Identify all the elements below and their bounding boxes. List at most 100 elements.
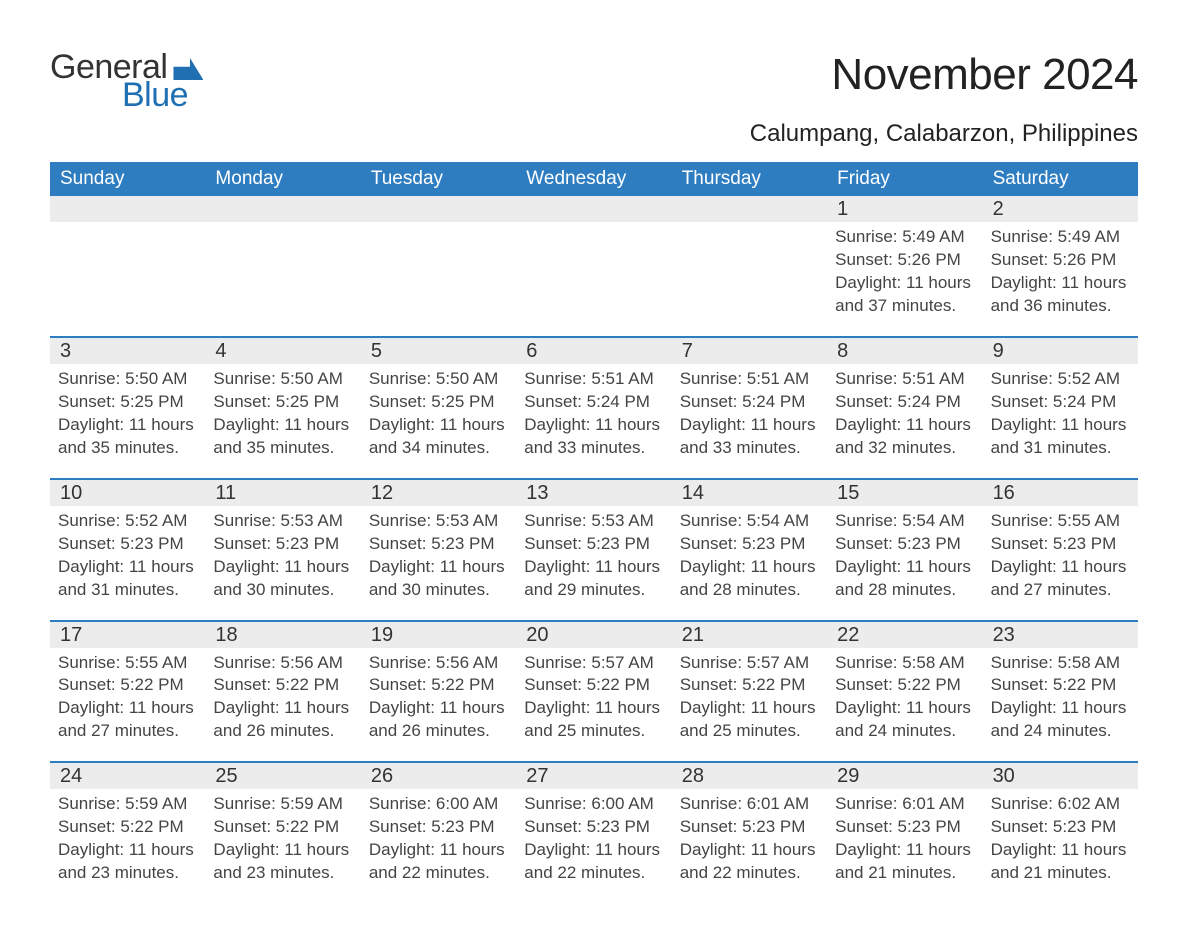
daylight-text: Daylight: 11 hours and 24 minutes. (991, 697, 1130, 743)
day-cell: 17Sunrise: 5:55 AMSunset: 5:22 PMDayligh… (50, 622, 205, 750)
date-number: 2 (983, 196, 1138, 222)
daylight-text: Daylight: 11 hours and 26 minutes. (369, 697, 508, 743)
weekday-header: Saturday (983, 162, 1138, 196)
daylight-text: Daylight: 11 hours and 22 minutes. (680, 839, 819, 885)
sunset-text: Sunset: 5:22 PM (991, 674, 1130, 697)
date-number: 17 (50, 622, 205, 648)
date-number (50, 196, 205, 222)
day-cell: 23Sunrise: 5:58 AMSunset: 5:22 PMDayligh… (983, 622, 1138, 750)
sunrise-text: Sunrise: 5:51 AM (680, 368, 819, 391)
sunrise-text: Sunrise: 5:56 AM (213, 652, 352, 675)
date-number: 5 (361, 338, 516, 364)
sunrise-text: Sunrise: 5:59 AM (58, 793, 197, 816)
day-cell: 21Sunrise: 5:57 AMSunset: 5:22 PMDayligh… (672, 622, 827, 750)
sunrise-text: Sunrise: 5:59 AM (213, 793, 352, 816)
date-number: 22 (827, 622, 982, 648)
day-cell: 25Sunrise: 5:59 AMSunset: 5:22 PMDayligh… (205, 763, 360, 891)
sunset-text: Sunset: 5:23 PM (58, 533, 197, 556)
sunset-text: Sunset: 5:23 PM (524, 816, 663, 839)
sunrise-text: Sunrise: 6:00 AM (369, 793, 508, 816)
sunrise-text: Sunrise: 5:50 AM (369, 368, 508, 391)
day-cell: 9 Sunrise: 5:52 AMSunset: 5:24 PMDaylight… (983, 338, 1138, 466)
sunrise-text: Sunrise: 5:55 AM (991, 510, 1130, 533)
day-cell: 5 Sunrise: 5:50 AMSunset: 5:25 PMDaylight… (361, 338, 516, 466)
day-cell: 19Sunrise: 5:56 AMSunset: 5:22 PMDayligh… (361, 622, 516, 750)
day-cell: 26Sunrise: 6:00 AMSunset: 5:23 PMDayligh… (361, 763, 516, 891)
daylight-text: Daylight: 11 hours and 34 minutes. (369, 414, 508, 460)
weekday-header: Tuesday (361, 162, 516, 196)
sunset-text: Sunset: 5:22 PM (58, 816, 197, 839)
day-cell: 8Sunrise: 5:51 AMSunset: 5:24 PMDaylight… (827, 338, 982, 466)
sunrise-text: Sunrise: 6:02 AM (991, 793, 1130, 816)
weekday-header: Thursday (672, 162, 827, 196)
daylight-text: Daylight: 11 hours and 24 minutes. (835, 697, 974, 743)
sunrise-text: Sunrise: 5:54 AM (835, 510, 974, 533)
sunset-text: Sunset: 5:25 PM (58, 391, 197, 414)
date-number (205, 196, 360, 222)
daylight-text: Daylight: 11 hours and 30 minutes. (213, 556, 352, 602)
date-number: 4 (205, 338, 360, 364)
daylight-text: Daylight: 11 hours and 29 minutes. (524, 556, 663, 602)
day-cell: 28Sunrise: 6:01 AMSunset: 5:23 PMDayligh… (672, 763, 827, 891)
sunset-text: Sunset: 5:23 PM (680, 533, 819, 556)
date-number: 20 (516, 622, 671, 648)
weekday-header: Friday (827, 162, 982, 196)
sunrise-text: Sunrise: 5:51 AM (835, 368, 974, 391)
day-cell: 4Sunrise: 5:50 AMSunset: 5:25 PMDaylight… (205, 338, 360, 466)
sunrise-text: Sunrise: 5:49 AM (835, 226, 974, 249)
date-number: 9 (983, 338, 1138, 364)
sunrise-text: Sunrise: 5:57 AM (680, 652, 819, 675)
date-number: 6 (516, 338, 671, 364)
daylight-text: Daylight: 11 hours and 23 minutes. (58, 839, 197, 885)
date-number: 15 (827, 480, 982, 506)
day-cell: 3Sunrise: 5:50 AMSunset: 5:25 PMDaylight… (50, 338, 205, 466)
day-cell: 29Sunrise: 6:01 AMSunset: 5:23 PMDayligh… (827, 763, 982, 891)
sunset-text: Sunset: 5:23 PM (835, 533, 974, 556)
daylight-text: Daylight: 11 hours and 30 minutes. (369, 556, 508, 602)
daylight-text: Daylight: 11 hours and 35 minutes. (213, 414, 352, 460)
week-row: 1Sunrise: 5:49 AMSunset: 5:26 PMDaylight… (50, 196, 1138, 324)
sunrise-text: Sunrise: 6:01 AM (835, 793, 974, 816)
sunrise-text: Sunrise: 5:53 AM (213, 510, 352, 533)
header: General Blue November 2024 Calumpang, Ca… (50, 50, 1138, 148)
sunrise-text: Sunrise: 5:52 AM (991, 368, 1130, 391)
date-number: 8 (827, 338, 982, 364)
week-row: 24Sunrise: 5:59 AMSunset: 5:22 PMDayligh… (50, 761, 1138, 891)
sunset-text: Sunset: 5:22 PM (58, 674, 197, 697)
daylight-text: Daylight: 11 hours and 28 minutes. (835, 556, 974, 602)
sunset-text: Sunset: 5:23 PM (991, 816, 1130, 839)
sunrise-text: Sunrise: 5:58 AM (991, 652, 1130, 675)
brand-logo: General Blue (50, 50, 203, 112)
sunrise-text: Sunrise: 5:57 AM (524, 652, 663, 675)
day-cell: 16Sunrise: 5:55 AMSunset: 5:23 PMDayligh… (983, 480, 1138, 608)
sunset-text: Sunset: 5:22 PM (213, 674, 352, 697)
daylight-text: Daylight: 11 hours and 27 minutes. (991, 556, 1130, 602)
day-cell: 11 Sunrise: 5:53 AMSunset: 5:23 PMDayligh… (205, 480, 360, 608)
sunset-text: Sunset: 5:23 PM (213, 533, 352, 556)
date-number: 12 (361, 480, 516, 506)
daylight-text: Daylight: 11 hours and 33 minutes. (524, 414, 663, 460)
day-cell (672, 196, 827, 324)
sunrise-text: Sunrise: 6:01 AM (680, 793, 819, 816)
sunrise-text: Sunrise: 5:55 AM (58, 652, 197, 675)
calendar: SundayMondayTuesdayWednesdayThursdayFrid… (50, 162, 1138, 891)
day-cell: 15 Sunrise: 5:54 AMSunset: 5:23 PMDayligh… (827, 480, 982, 608)
sunset-text: Sunset: 5:22 PM (835, 674, 974, 697)
date-number: 11 (205, 480, 360, 506)
sunset-text: Sunset: 5:24 PM (991, 391, 1130, 414)
calendar-page: General Blue November 2024 Calumpang, Ca… (0, 0, 1188, 951)
sunset-text: Sunset: 5:22 PM (369, 674, 508, 697)
day-cell: 18Sunrise: 5:56 AMSunset: 5:22 PMDayligh… (205, 622, 360, 750)
sunset-text: Sunset: 5:26 PM (835, 249, 974, 272)
day-cell: 14Sunrise: 5:54 AMSunset: 5:23 PMDayligh… (672, 480, 827, 608)
daylight-text: Daylight: 11 hours and 36 minutes. (991, 272, 1130, 318)
date-number: 30 (983, 763, 1138, 789)
daylight-text: Daylight: 11 hours and 31 minutes. (991, 414, 1130, 460)
brand-flag-icon (173, 58, 203, 80)
sunset-text: Sunset: 5:24 PM (680, 391, 819, 414)
sunset-text: Sunset: 5:24 PM (524, 391, 663, 414)
sunset-text: Sunset: 5:25 PM (369, 391, 508, 414)
week-row: 10Sunrise: 5:52 AMSunset: 5:23 PMDayligh… (50, 478, 1138, 608)
day-cell: 13Sunrise: 5:53 AMSunset: 5:23 PMDayligh… (516, 480, 671, 608)
date-number: 25 (205, 763, 360, 789)
